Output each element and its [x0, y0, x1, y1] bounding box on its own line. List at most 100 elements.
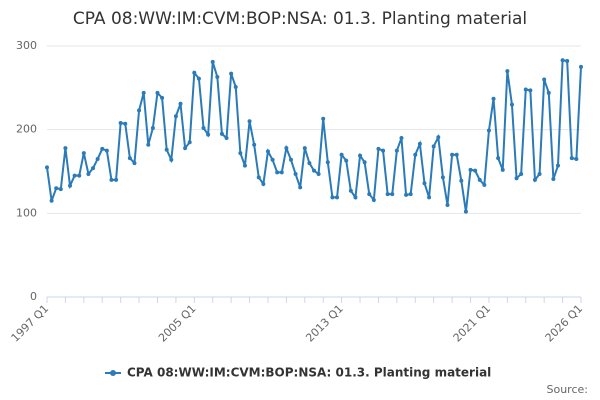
data-point — [555, 163, 560, 168]
data-point — [270, 157, 275, 162]
y-tick-label: 0 — [30, 290, 37, 303]
data-point — [118, 120, 123, 125]
data-point — [164, 147, 169, 152]
data-point — [413, 152, 418, 157]
data-point — [477, 177, 482, 182]
x-tick-label: 2005 Q1 — [156, 302, 199, 345]
data-point — [252, 142, 257, 147]
data-point — [169, 157, 174, 162]
data-point — [537, 172, 542, 177]
y-tick-label: 200 — [16, 123, 37, 136]
legend-label: CPA 08:WW:IM:CVM:BOP:NSA: 01.3. Planting… — [127, 366, 491, 380]
data-point — [565, 59, 570, 64]
data-point — [104, 148, 109, 153]
data-point — [325, 160, 330, 165]
data-point — [422, 181, 427, 186]
data-point — [496, 156, 501, 161]
data-point — [242, 163, 247, 168]
data-point — [54, 186, 59, 191]
data-point — [390, 192, 395, 197]
data-point — [491, 96, 496, 101]
data-point — [579, 64, 583, 69]
data-point — [335, 195, 340, 200]
data-point — [201, 125, 206, 130]
data-point — [427, 195, 432, 200]
chart-title: CPA 08:WW:IM:CVM:BOP:NSA: 01.3. Planting… — [73, 9, 527, 29]
data-point — [284, 146, 289, 151]
data-point — [358, 153, 363, 158]
x-tick-label: 2021 Q1 — [451, 302, 494, 345]
data-point — [233, 84, 238, 89]
data-point — [123, 121, 128, 126]
data-point — [339, 152, 344, 157]
data-point — [523, 87, 528, 92]
data-point — [219, 131, 224, 136]
data-point — [279, 170, 284, 175]
data-point — [224, 136, 229, 141]
data-point — [376, 146, 381, 151]
data-point — [459, 178, 464, 183]
data-point — [187, 140, 192, 145]
data-point — [316, 172, 321, 177]
data-point — [178, 101, 183, 106]
data-point — [114, 177, 119, 182]
data-point — [302, 146, 307, 151]
data-point — [569, 156, 574, 161]
data-point — [385, 192, 390, 197]
data-point — [381, 148, 386, 153]
data-point — [353, 195, 358, 200]
source: Source: — [547, 383, 589, 396]
data-point — [431, 144, 436, 149]
data-point — [542, 77, 547, 82]
data-point — [206, 132, 211, 137]
data-point — [288, 157, 293, 162]
data-point — [404, 192, 409, 197]
data-point — [509, 102, 514, 107]
data-point — [514, 176, 519, 181]
data-point — [362, 160, 367, 165]
data-point — [367, 192, 372, 197]
data-point — [348, 188, 353, 193]
x-tick-label: 2026 Q1 — [543, 302, 586, 345]
legend-marker — [110, 370, 116, 376]
data-point — [229, 71, 234, 76]
data-point — [72, 173, 77, 178]
data-point — [155, 90, 160, 95]
data-point — [265, 149, 270, 154]
data-point — [394, 148, 399, 153]
data-point — [196, 76, 201, 81]
x-tick-label: 2013 Q1 — [303, 302, 346, 345]
data-point — [408, 192, 413, 197]
y-tick-label: 100 — [16, 206, 37, 219]
data-point — [45, 165, 49, 170]
data-point — [132, 161, 137, 166]
data-point — [77, 173, 82, 178]
data-point — [183, 146, 188, 151]
data-point — [532, 177, 537, 182]
data-point — [519, 172, 524, 177]
data-point — [560, 58, 565, 63]
data-point — [473, 168, 478, 173]
data-point — [505, 69, 510, 74]
data-point — [261, 182, 266, 187]
data-point — [344, 158, 349, 163]
data-point — [450, 152, 455, 157]
data-point — [95, 156, 100, 161]
data-point — [463, 209, 468, 214]
data-point — [551, 177, 556, 182]
data-point — [275, 170, 280, 175]
data-point — [210, 59, 215, 64]
data-point — [330, 195, 335, 200]
data-point — [436, 135, 441, 140]
y-tick-label: 300 — [16, 39, 37, 52]
data-point — [127, 156, 132, 161]
data-point — [68, 183, 73, 188]
data-point — [298, 185, 303, 190]
data-point — [307, 161, 312, 166]
data-point — [49, 198, 54, 203]
data-point — [256, 175, 261, 180]
data-point — [109, 177, 114, 182]
data-point — [58, 187, 63, 192]
data-point — [454, 152, 459, 157]
data-point — [440, 175, 445, 180]
